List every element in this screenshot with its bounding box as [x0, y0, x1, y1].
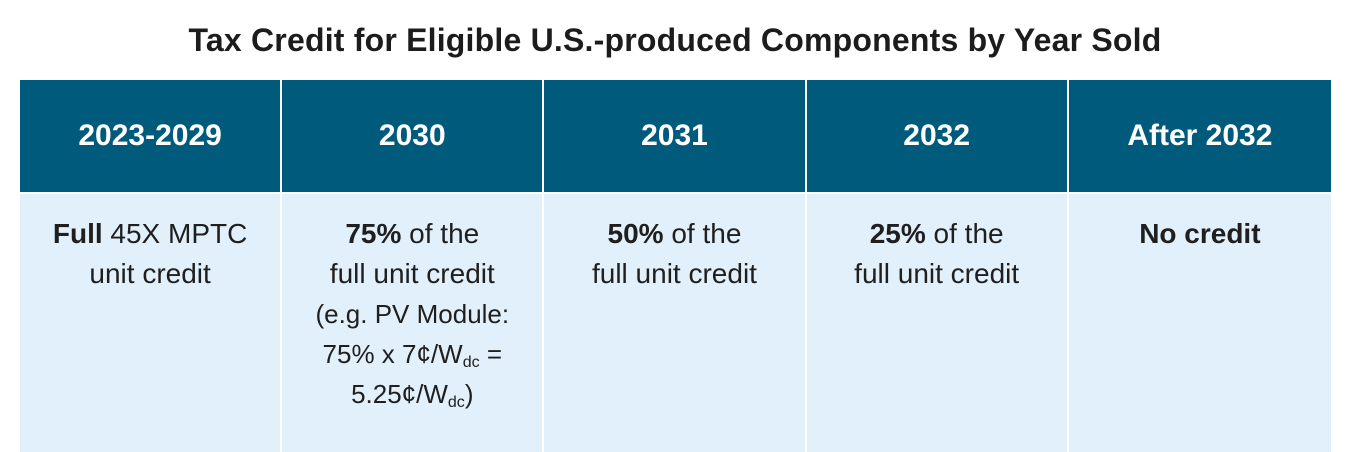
cell-bold-text: Full: [52, 218, 103, 249]
credit-row: Full 45X MPTC unit credit 75% of the ful…: [20, 192, 1331, 452]
cell-line2: unit credit: [89, 258, 211, 289]
example-line1: (e.g. PV Module:: [315, 299, 510, 329]
tax-credit-table: 2023-2029 2030 2031 2032 After 2032 Full…: [20, 80, 1331, 452]
cell-bold-text: 25%: [869, 218, 926, 249]
cell-bold-text: No credit: [1139, 218, 1261, 249]
cell-text: 45X MPTC: [102, 218, 248, 249]
example-line2: 75% x 7¢/Wdc =: [322, 339, 503, 371]
header-2030: 2030: [282, 80, 545, 192]
cell-text: of the: [663, 218, 742, 249]
cell-text: of the: [401, 218, 480, 249]
cell-after-2032: No credit: [1068, 192, 1331, 452]
cell-2023-2029: Full 45X MPTC unit credit: [20, 192, 283, 452]
cell-2031: 50% of the full unit credit: [544, 192, 807, 452]
header-2031: 2031: [544, 80, 807, 192]
cell-line2: full unit credit: [591, 258, 757, 289]
cell-text: of the: [925, 218, 1004, 249]
example-line3: 5.25¢/Wdc): [351, 379, 474, 411]
cell-bold-text: 75%: [345, 218, 402, 249]
cell-line2: full unit credit: [854, 258, 1020, 289]
header-2023-2029: 2023-2029: [20, 80, 283, 192]
cell-line2: full unit credit: [329, 258, 495, 289]
cell-2030: 75% of the full unit credit (e.g. PV Mod…: [282, 192, 545, 452]
cell-2032: 25% of the full unit credit: [806, 192, 1069, 452]
page-title: Tax Credit for Eligible U.S.-produced Co…: [188, 22, 1162, 58]
header-2032: 2032: [806, 80, 1069, 192]
header-row: 2023-2029 2030 2031 2032 After 2032: [20, 80, 1331, 192]
cell-bold-text: 50%: [607, 218, 664, 249]
header-after-2032: After 2032: [1068, 80, 1331, 192]
